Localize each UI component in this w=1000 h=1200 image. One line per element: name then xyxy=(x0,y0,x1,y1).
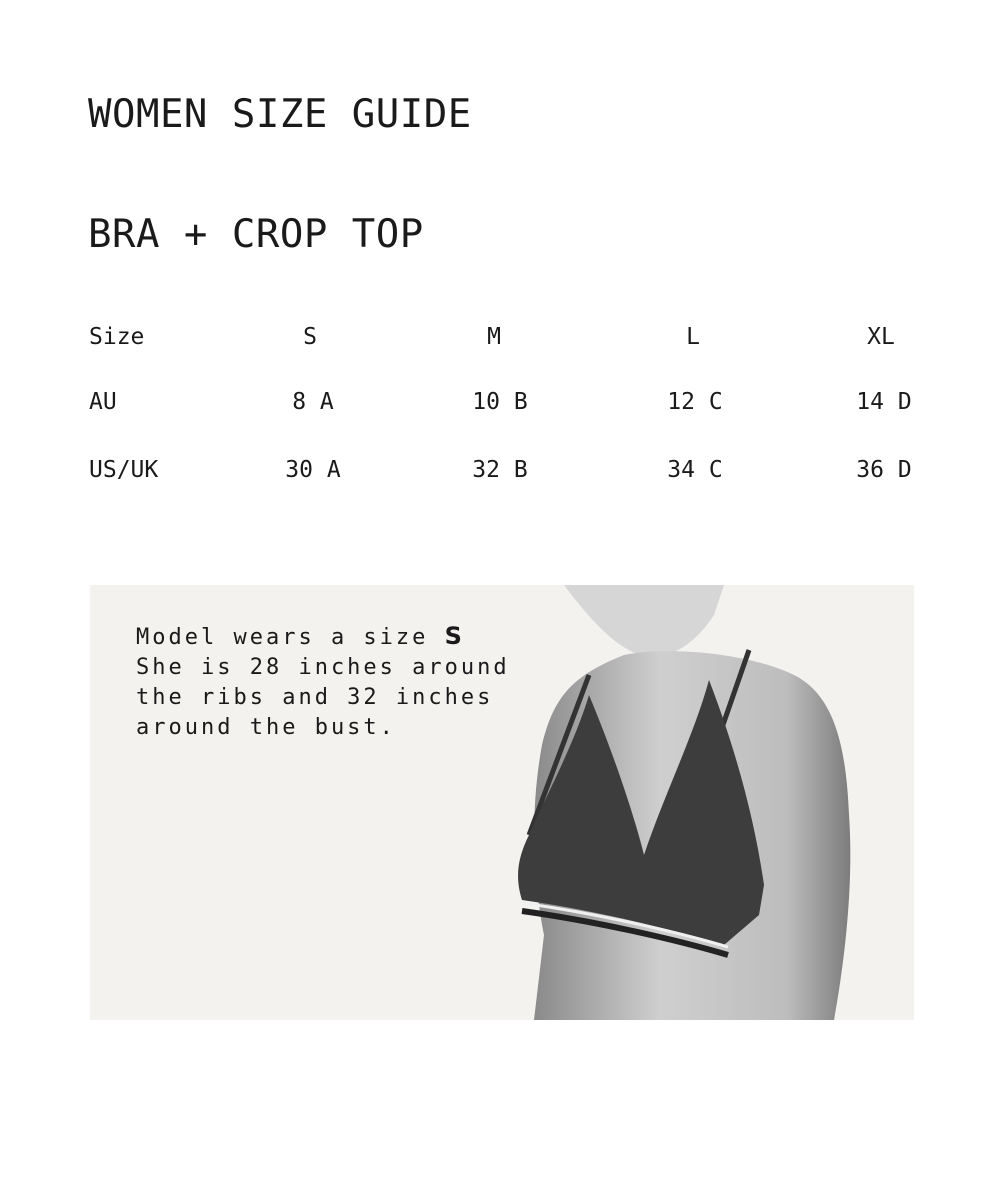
page-title: WOMEN SIZE GUIDE xyxy=(88,92,472,137)
table-cell: 30 A xyxy=(285,457,341,483)
table-cell: 32 B xyxy=(472,457,528,483)
section-title: BRA + CROP TOP xyxy=(88,212,424,257)
table-cell: 10 B xyxy=(472,389,528,415)
model-size: S xyxy=(444,622,465,650)
header-cell: XL xyxy=(867,324,895,350)
model-note: Model wears a size S She is 28 inches ar… xyxy=(136,621,510,743)
row-label: AU xyxy=(89,389,117,415)
note-line: Model wears a size xyxy=(136,625,429,650)
table-cell: 34 C xyxy=(667,457,723,483)
note-line: She is 28 inches around xyxy=(136,655,510,680)
note-line: the ribs and 32 inches xyxy=(136,685,494,710)
row-label: US/UK xyxy=(89,457,159,483)
table-cell: 14 D xyxy=(856,389,912,415)
table-cell: 8 A xyxy=(292,389,334,415)
table-cell: 36 D xyxy=(856,457,912,483)
model-panel: Model wears a size S She is 28 inches ar… xyxy=(90,585,914,1020)
table-cell: 12 C xyxy=(667,389,723,415)
model-photo xyxy=(518,585,851,1020)
header-cell: Size xyxy=(89,324,145,350)
header-cell: S xyxy=(303,324,317,350)
header-cell: M xyxy=(487,324,501,350)
note-line: around the bust. xyxy=(136,715,396,740)
table-row: AU 8 A 10 B 12 C 14 D xyxy=(0,389,1000,419)
header-cell: L xyxy=(686,324,700,350)
table-row: US/UK 30 A 32 B 34 C 36 D xyxy=(0,457,1000,487)
table-header-row: Size S M L XL xyxy=(0,324,1000,354)
